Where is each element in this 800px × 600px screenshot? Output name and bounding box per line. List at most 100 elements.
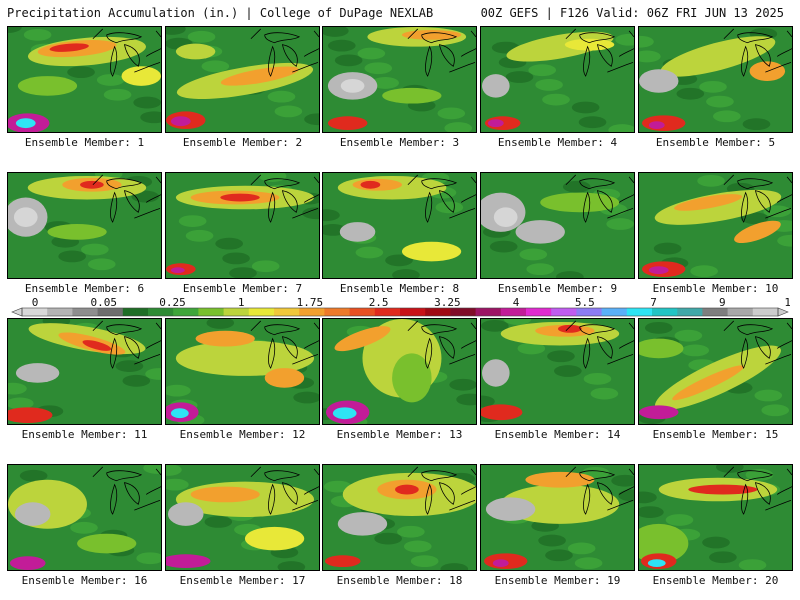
ensemble-member-label: Ensemble Member: 14 [494,428,621,441]
precipitation-map [166,319,319,424]
precipitation-map [481,465,634,570]
ensemble-member-label: Ensemble Member: 7 [182,282,303,295]
colorbar-swatch [677,308,703,316]
product-title: Precipitation Accumulation (in.) | Colle… [7,6,434,20]
colorbar-swatch [576,308,603,316]
ensemble-member-label: Ensemble Member: 13 [336,428,463,441]
colorbar-min-arrow [11,307,23,317]
ensemble-member-label: Ensemble Member: 3 [339,136,460,149]
colorbar-tick-label: 0.05 [90,296,117,309]
great-lakes-outline [407,466,476,515]
colorbar-swatch [223,308,250,316]
colorbar-tick-label: 0 [32,296,39,309]
colorbar-tick-label: 5.5 [575,296,595,309]
precipitation-map [323,465,476,570]
precipitation-map [323,319,476,424]
ensemble-member-map [638,26,793,133]
colorbar-swatch [97,308,124,316]
great-lakes-outline [250,28,319,77]
great-lakes-outline [565,28,634,77]
ensemble-member-map [322,464,477,571]
colorbar-swatch [148,308,174,316]
ensemble-member-map [480,318,635,425]
colorbar-swatch [274,308,300,316]
precipitation-colorbar: 0 0.05 0.25 1 1.75 2.5 3.25 4 5.5 7 9 12 [10,296,790,318]
ensemble-member-map [322,318,477,425]
ensemble-member-label: Ensemble Member: 9 [497,282,618,295]
ensemble-member-map [480,172,635,279]
great-lakes-outline [723,466,792,515]
precipitation-map [8,319,161,424]
colorbar-max-arrow [777,307,789,317]
ensemble-member-label: Ensemble Member: 6 [24,282,145,295]
precipitation-map [481,319,634,424]
colorbar-tick-label: 2.5 [369,296,389,309]
ensemble-member-label: Ensemble Member: 20 [652,574,779,587]
ensemble-member-map [7,172,162,279]
colorbar-swatch [47,308,73,316]
ensemble-member-map [7,464,162,571]
precipitation-map [639,465,792,570]
great-lakes-outline [723,174,792,223]
page-header: Precipitation Accumulation (in.) | Colle… [0,0,800,26]
ensemble-member-label: Ensemble Member: 11 [21,428,148,441]
colorbar-tick-label: 7 [650,296,657,309]
precipitation-map [166,173,319,278]
ensemble-member-label: Ensemble Member: 19 [494,574,621,587]
precipitation-map [481,27,634,132]
ensemble-member-label: Ensemble Member: 5 [655,136,776,149]
colorbar-swatch [500,308,527,316]
ensemble-member-map [7,26,162,133]
great-lakes-outline [250,320,319,369]
colorbar-swatch [72,308,99,316]
great-lakes-outline [723,28,792,77]
ensemble-member-label: Ensemble Member: 17 [179,574,306,587]
precipitation-map [639,27,792,132]
great-lakes-outline [92,28,161,77]
great-lakes-outline [407,28,476,77]
great-lakes-outline [565,174,634,223]
great-lakes-outline [250,466,319,515]
ensemble-member-map [638,172,793,279]
great-lakes-outline [92,174,161,223]
colorbar-swatch [374,308,401,316]
great-lakes-outline [92,320,161,369]
colorbar-swatch [425,308,451,316]
precipitation-map [8,27,161,132]
colorbar-tick-label: 1.75 [297,296,324,309]
precipitation-map [166,27,319,132]
great-lakes-outline [565,466,634,515]
precipitation-map [481,173,634,278]
colorbar-swatch [450,308,477,316]
colorbar-swatch [601,308,628,316]
colorbar-tick-label: 9 [719,296,726,309]
ensemble-member-label: Ensemble Member: 4 [497,136,618,149]
colorbar-swatch [349,308,376,316]
colorbar-swatch [752,308,779,316]
colorbar-swatch [626,308,653,316]
colorbar-swatch [122,308,149,316]
precipitation-map [166,465,319,570]
ensemble-member-map [165,464,320,571]
colorbar-svg: 0 0.05 0.25 1 1.75 2.5 3.25 4 5.5 7 9 12 [11,296,790,317]
ensemble-member-map [638,318,793,425]
ensemble-member-map [165,26,320,133]
colorbar-tick-label: 1 [238,296,245,309]
colorbar-swatch [400,308,426,316]
colorbar-swatch [324,308,351,316]
ensemble-member-map [165,318,320,425]
precipitation-map [639,173,792,278]
ensemble-member-label: Ensemble Member: 12 [179,428,306,441]
great-lakes-outline [407,174,476,223]
colorbar-swatch [299,308,325,316]
precipitation-map [323,173,476,278]
colorbar-swatch [22,308,48,316]
colorbar-swatch [702,308,729,316]
precipitation-map [8,465,161,570]
great-lakes-outline [565,320,634,369]
ensemble-member-map [638,464,793,571]
great-lakes-outline [250,174,319,223]
colorbar-swatch [248,308,275,316]
great-lakes-outline [723,320,792,369]
great-lakes-outline [92,466,161,515]
